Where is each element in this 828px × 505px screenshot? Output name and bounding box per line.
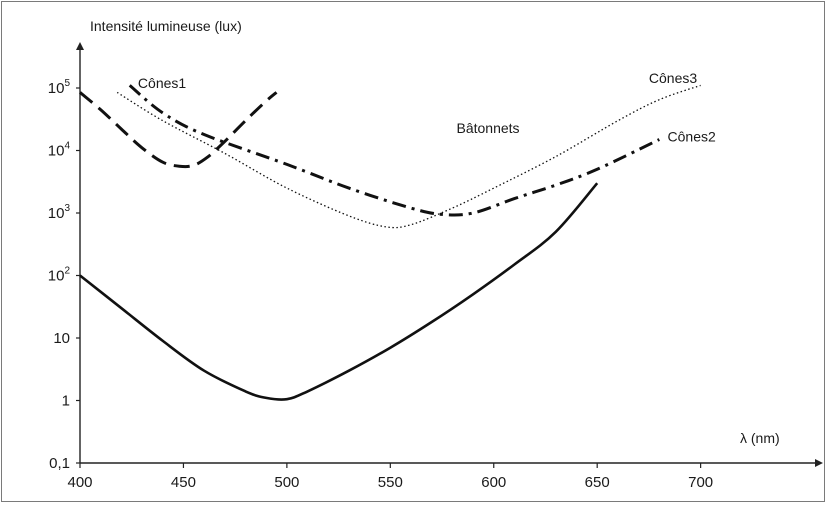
y-tick-label: 104 [48,141,71,160]
x-tick-label: 650 [585,474,610,491]
y-tick-label: 1 [62,393,70,410]
series-layer [79,84,701,401]
x-tick-label: 500 [274,474,299,491]
series-line-cones1 [79,91,278,169]
y-tick-label: 105 [48,78,71,97]
x-tick-label: 700 [688,474,713,491]
series-label-cones3: Cônes3 [649,70,697,86]
x-tick-label: 450 [171,474,196,491]
series-label-cones2: Cônes2 [668,128,716,144]
series-line-batonnets [79,182,599,401]
series-label-cones1: Cônes1 [138,75,186,91]
labels-layer: Intensité lumineuse (lux) λ (nm) Cônes1 C… [90,18,780,446]
series-label-batonnets: Bâtonnets [457,120,520,136]
x-tick-label: 400 [67,474,92,491]
y-tick-label: 102 [48,266,71,285]
series-line-cones3 [116,84,701,229]
y-tick-label: 103 [48,203,71,222]
x-tick-label: 600 [481,474,506,491]
y-tick-label: 0,1 [49,455,70,472]
x-tick-label: 550 [378,474,403,491]
x-axis-label: λ (nm) [740,430,780,446]
y-axis-label: Intensité lumineuse (lux) [90,18,242,34]
series-line-cones2 [128,84,660,217]
y-tick-label: 10 [53,330,70,347]
axes: 400 450 500 550 600 650 700 0,1 1 10 102 103 104 105 [48,42,823,491]
